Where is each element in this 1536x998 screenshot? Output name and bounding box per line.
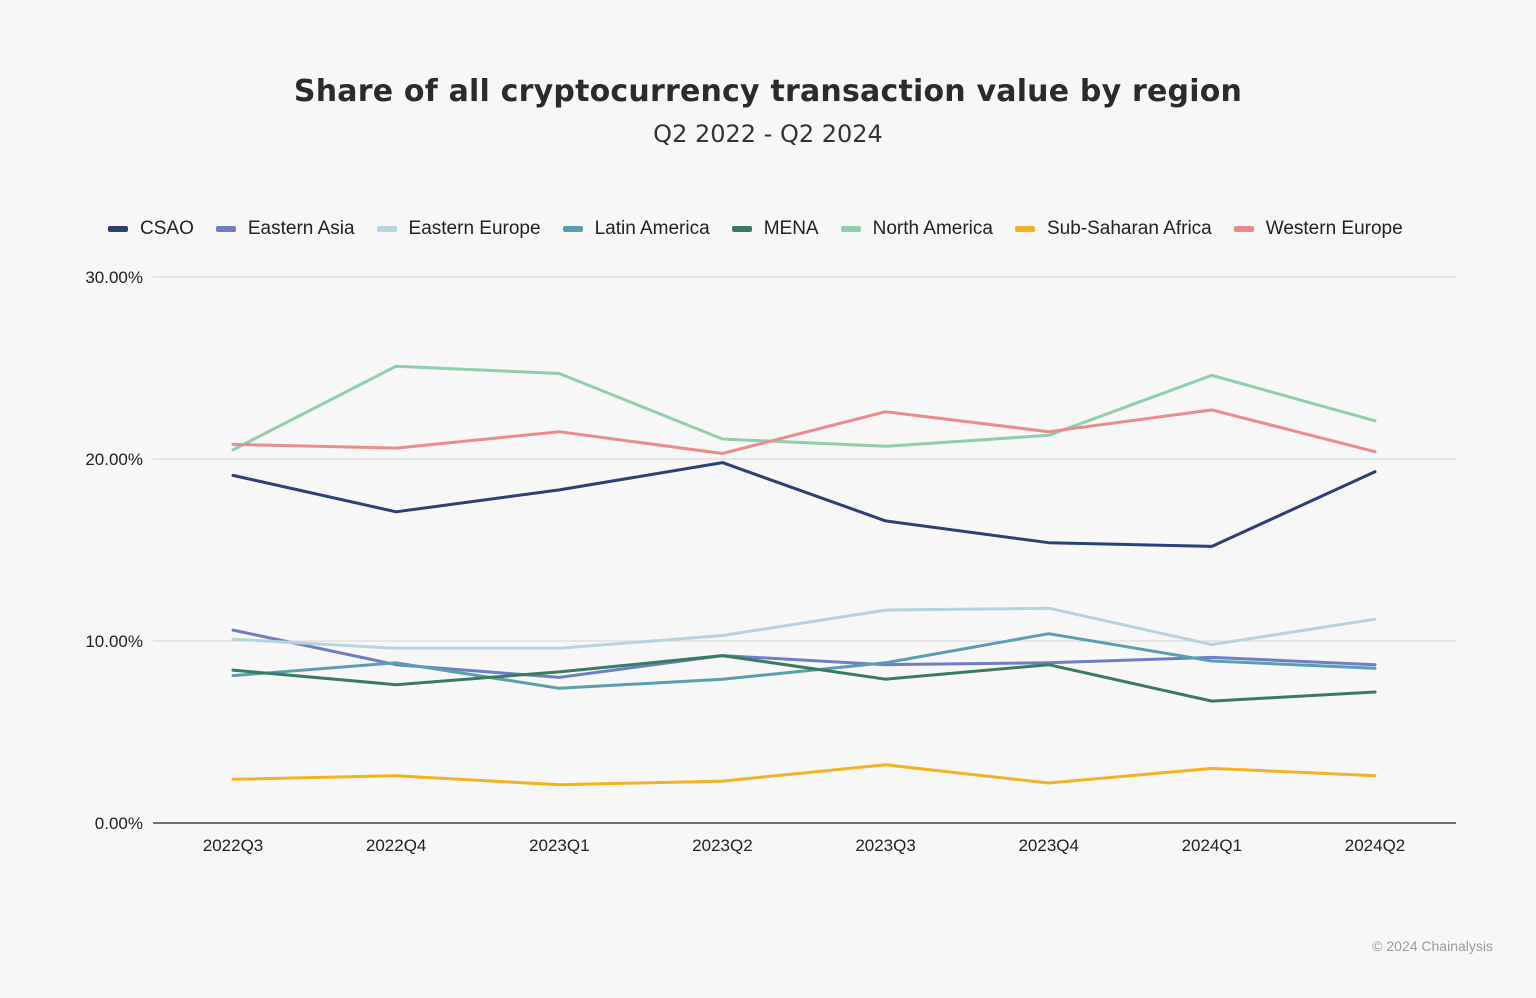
y-tick-label: 10.00% [85,632,143,651]
x-tick-label: 2024Q1 [1182,836,1243,855]
legend-label: Sub-Saharan Africa [1046,218,1212,239]
x-tick-label: 2024Q2 [1345,836,1406,855]
series-line-mena [231,654,1377,703]
legend-swatch [840,226,861,232]
legend-item-latin-america: Latin America [562,218,710,240]
series-line-western-europe [231,408,1377,455]
legend-swatch [108,226,128,232]
chart-subtitle: Q2 2022 - Q2 2024 [653,120,883,148]
legend-swatch [562,226,583,232]
legend-label: North America [872,218,993,239]
y-tick-label: 30.00% [85,268,143,287]
legend-item-north-america: North America [840,218,993,240]
x-tick-label: 2022Q3 [203,836,264,855]
legend-label: MENA [763,218,819,239]
legend-item-mena: MENA [731,218,819,240]
legend-swatch [1014,226,1035,232]
x-tick-label: 2023Q1 [529,836,590,855]
legend-label: Western Europe [1265,218,1403,239]
x-tick-label: 2023Q2 [692,836,753,855]
legend-item-eastern-asia: Eastern Asia [215,218,355,240]
legend-label: Eastern Europe [408,218,541,239]
chart-title: Share of all cryptocurrency transaction … [293,74,1243,109]
legend-label: CSAO [140,218,194,239]
x-tick-label: 2023Q4 [1018,836,1079,855]
x-tick-label: 2023Q3 [855,836,916,855]
legend-item-western-europe: Western Europe [1233,218,1403,240]
series-line-eastern-europe [231,606,1377,650]
legend-item-eastern-europe: Eastern Europe [376,218,541,240]
series-line-sub-saharan-africa [231,763,1377,787]
legend-swatch [215,226,236,232]
y-tick-label: 0.00% [95,814,143,833]
series-line-csao [231,461,1377,548]
legend-item-sub-saharan-africa: Sub-Saharan Africa [1014,218,1212,240]
legend-label: Latin America [594,218,710,239]
series-line-latin-america [231,632,1377,690]
y-tick-label: 20.00% [85,450,143,469]
chart-legend: CSAO Eastern Asia Eastern Europe Latin Amer… [108,218,1425,240]
series-line-north-america [231,364,1377,452]
copyright-text: © 2024 Chainalysis [1372,938,1493,954]
legend-swatch [1233,226,1254,232]
x-tick-label: 2022Q4 [366,836,427,855]
legend-swatch [376,226,397,232]
legend-swatch [731,226,752,232]
legend-item-csao: CSAO [108,218,194,240]
legend-label: Eastern Asia [247,218,355,239]
